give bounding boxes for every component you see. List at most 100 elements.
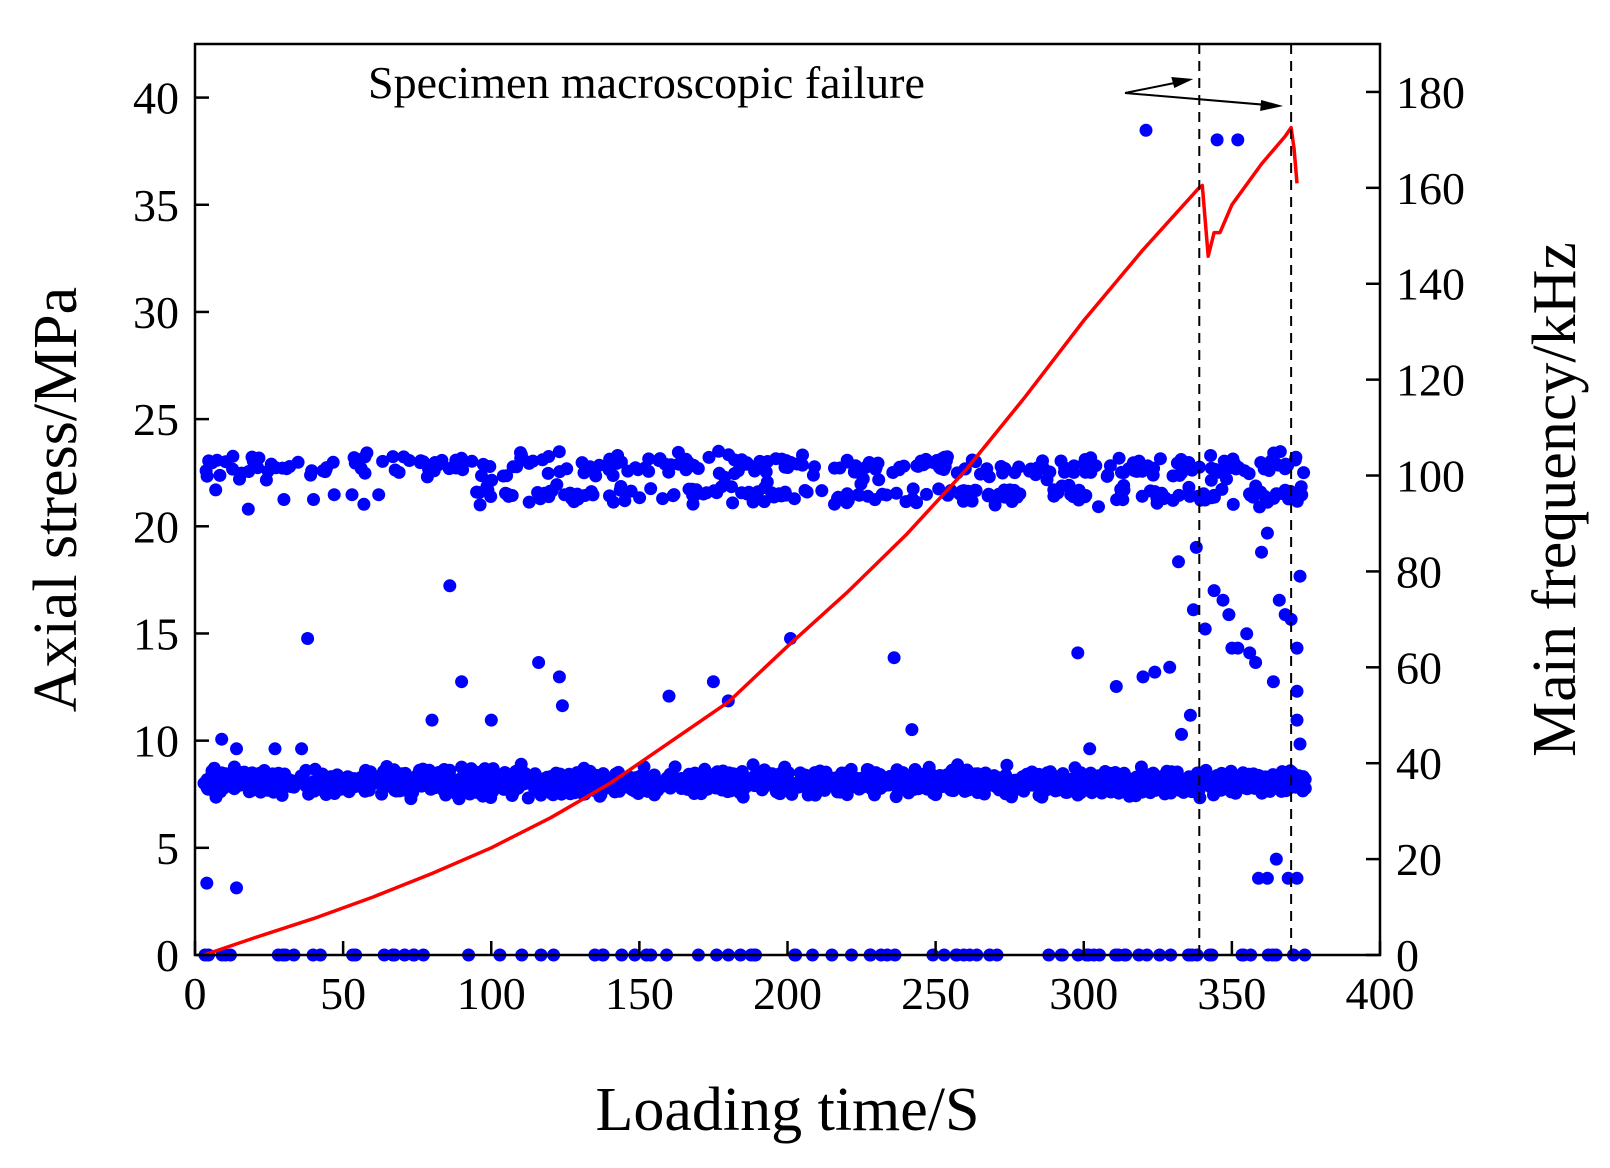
frequency-point (1004, 784, 1018, 798)
frequency-point (387, 765, 401, 779)
frequency-point (542, 490, 556, 504)
frequency-point (706, 675, 720, 689)
frequency-point (1185, 463, 1199, 477)
frequency-point (961, 484, 975, 498)
frequency-point (1272, 593, 1286, 607)
frequency-point (1047, 483, 1061, 497)
frequency-point (1271, 458, 1285, 472)
frequency-point (1172, 555, 1185, 569)
frequency-point (225, 779, 239, 793)
x-tick-label: 100 (457, 968, 526, 1019)
right-y-tick-label: 120 (1396, 355, 1465, 406)
left-y-tick-label: 35 (133, 180, 179, 231)
frequency-point (1275, 765, 1289, 779)
frequency-point (642, 464, 656, 478)
frequency-point (422, 763, 436, 777)
frequency-point (358, 466, 372, 480)
frequency-point (529, 772, 543, 786)
failure-annotation-text: Specimen macroscopic failure (368, 57, 925, 108)
frequency-point (233, 472, 246, 486)
frequency-point (1246, 778, 1260, 792)
frequency-point (230, 742, 243, 756)
frequency-point (946, 784, 960, 798)
frequency-point (932, 482, 946, 496)
frequency-point (797, 778, 811, 792)
frequency-point (1157, 774, 1171, 788)
frequency-point (539, 771, 553, 785)
frequency-point (772, 786, 786, 800)
annotation-arrow-line (1124, 92, 1280, 107)
frequency-point (869, 776, 883, 790)
frequency-point (435, 453, 449, 467)
frequency-point (878, 777, 892, 791)
frequency-point (1290, 684, 1304, 698)
frequency-point (906, 482, 920, 496)
frequency-point (346, 772, 360, 786)
frequency-point (667, 488, 681, 502)
frequency-point (262, 769, 276, 783)
frequency-point (428, 781, 442, 795)
frequency-point (1066, 465, 1080, 479)
frequency-point (215, 732, 229, 746)
frequency-point (889, 486, 903, 500)
frequency-point (357, 774, 371, 788)
frequency-point (938, 460, 952, 473)
left-y-tick-label: 40 (133, 73, 179, 124)
frequency-point (498, 766, 512, 779)
frequency-point (200, 876, 214, 890)
frequency-point (1074, 786, 1088, 800)
frequency-point (712, 444, 726, 458)
frequency-point (295, 742, 309, 756)
frequency-point (625, 782, 639, 796)
frequency-point (998, 462, 1012, 475)
stress-line-series (203, 125, 1299, 957)
frequency-point (317, 784, 331, 798)
frequency-point (307, 493, 320, 506)
frequency-point (1109, 680, 1123, 693)
frequency-point (608, 785, 622, 799)
frequency-point (1293, 569, 1307, 583)
frequency-point (1294, 480, 1308, 494)
frequency-point (369, 776, 383, 790)
frequency-point (758, 481, 772, 494)
frequency-point (460, 768, 474, 782)
frequency-point (1183, 708, 1197, 722)
frequency-point (905, 723, 919, 737)
frequency-point (800, 485, 814, 499)
frequency-point (640, 772, 654, 786)
frequency-point (510, 460, 524, 474)
frequency-point (443, 579, 457, 593)
x-tick-label: 0 (184, 968, 207, 1019)
frequency-point (973, 776, 987, 790)
frequency-point (922, 760, 936, 774)
frequency-point (702, 450, 716, 464)
frequency-point (1122, 789, 1136, 803)
frequency-point (558, 488, 572, 502)
frequency-point (1210, 133, 1224, 147)
frequency-point (315, 769, 329, 783)
frequency-point (452, 792, 466, 806)
frequency-point (386, 450, 400, 464)
frequency-point (301, 632, 315, 645)
frequency-point (568, 786, 582, 800)
frequency-point (969, 455, 983, 469)
x-tick-label: 300 (1049, 968, 1118, 1019)
frequency-point (1148, 665, 1162, 679)
frequency-point (560, 462, 574, 476)
frequency-point (218, 769, 232, 783)
frequency-point (208, 774, 222, 788)
frequency-point (1044, 776, 1058, 790)
frequency-point (1029, 468, 1043, 482)
frequency-point (235, 770, 249, 783)
frequency-point (1036, 454, 1049, 468)
frequency-point (908, 763, 922, 776)
frequency-point (1074, 766, 1088, 780)
frequency-point (372, 488, 386, 502)
frequency-point (586, 488, 600, 502)
frequency-point (987, 769, 1001, 783)
left-y-tick-label: 20 (133, 501, 179, 552)
frequency-point (1293, 737, 1307, 751)
axis-labels: Loading time/S Axial stress/MPa Main fre… (22, 57, 1589, 1144)
frequency-point (828, 497, 841, 511)
frequency-point (759, 465, 773, 479)
